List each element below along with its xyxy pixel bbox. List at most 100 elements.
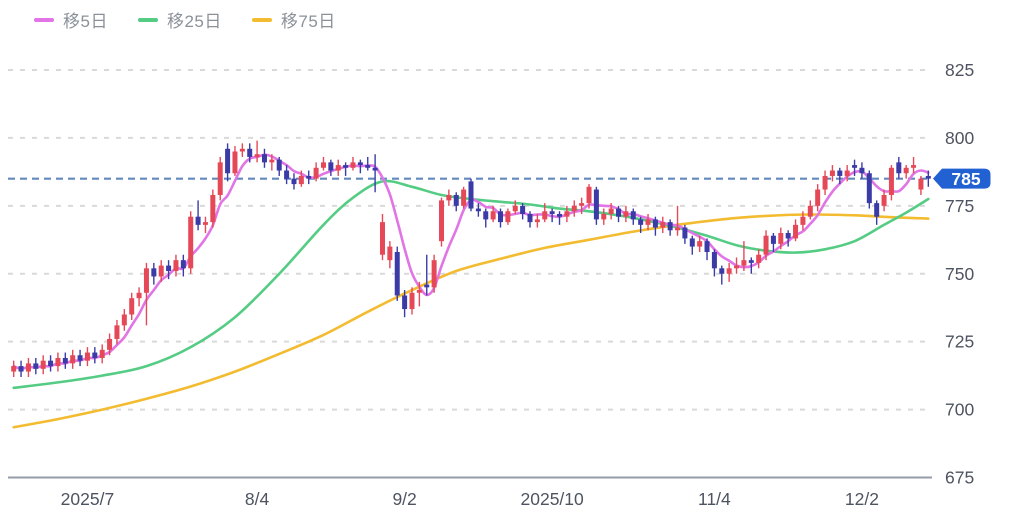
candle-day-57[interactable] bbox=[431, 254, 437, 293]
candle-day-96[interactable] bbox=[719, 265, 725, 285]
candle-day-100[interactable] bbox=[748, 257, 754, 274]
candle-day-89[interactable] bbox=[667, 219, 673, 236]
candle-day-22[interactable] bbox=[173, 254, 179, 277]
candle-day-42[interactable] bbox=[320, 156, 326, 171]
candle-day-86[interactable] bbox=[645, 213, 651, 231]
candle-day-51[interactable] bbox=[387, 241, 393, 269]
candle-day-33[interactable] bbox=[254, 140, 260, 163]
legend-item-ma5[interactable]: 移5日 bbox=[34, 7, 108, 32]
legend-item-ma75[interactable]: 移75日 bbox=[251, 7, 336, 32]
candle-day-124[interactable] bbox=[925, 170, 931, 187]
candle-day-97[interactable] bbox=[726, 262, 732, 282]
candle-day-117[interactable] bbox=[874, 200, 880, 225]
candle-day-79[interactable] bbox=[593, 186, 599, 225]
candle-day-94[interactable] bbox=[704, 238, 710, 261]
candle-day-87[interactable] bbox=[652, 216, 658, 236]
candle-day-36[interactable] bbox=[276, 156, 282, 176]
candle-day-20[interactable] bbox=[158, 260, 164, 282]
candle-day-98[interactable] bbox=[734, 257, 740, 274]
candle-day-112[interactable] bbox=[837, 167, 843, 185]
candle-day-5[interactable] bbox=[48, 355, 54, 372]
candle-day-47[interactable] bbox=[357, 159, 363, 174]
candle-day-59[interactable] bbox=[446, 189, 452, 206]
candle-day-10[interactable] bbox=[84, 347, 90, 367]
candle-day-90[interactable] bbox=[675, 205, 681, 236]
candle-day-53[interactable] bbox=[402, 290, 408, 318]
candle-day-9[interactable] bbox=[77, 349, 83, 367]
candle-day-11[interactable] bbox=[92, 347, 98, 364]
candle-day-18[interactable] bbox=[143, 262, 149, 326]
candle-day-26[interactable] bbox=[202, 216, 208, 233]
candle-day-120[interactable] bbox=[896, 156, 902, 179]
candle-day-114[interactable] bbox=[852, 159, 858, 176]
candle-day-48[interactable] bbox=[365, 156, 371, 171]
candle-day-1[interactable] bbox=[18, 360, 24, 377]
candle-day-44[interactable] bbox=[335, 159, 341, 176]
candle-day-4[interactable] bbox=[40, 355, 46, 375]
candle-day-109[interactable] bbox=[815, 184, 821, 212]
candle-day-0[interactable] bbox=[11, 360, 17, 377]
candle-day-62[interactable] bbox=[468, 178, 474, 212]
candle-day-37[interactable] bbox=[284, 165, 290, 185]
candle-day-43[interactable] bbox=[328, 159, 334, 176]
candle-day-32[interactable] bbox=[247, 143, 253, 163]
candle-day-75[interactable] bbox=[564, 205, 570, 223]
candle-day-40[interactable] bbox=[306, 170, 312, 185]
candle-day-31[interactable] bbox=[239, 143, 245, 157]
candle-day-24[interactable] bbox=[188, 211, 194, 274]
candle-day-13[interactable] bbox=[107, 333, 113, 356]
candle-day-72[interactable] bbox=[542, 203, 548, 223]
candle-day-85[interactable] bbox=[638, 216, 644, 233]
candle-day-107[interactable] bbox=[800, 211, 806, 231]
candle-day-50[interactable] bbox=[379, 213, 385, 261]
candle-day-49[interactable] bbox=[372, 154, 378, 193]
candle-day-78[interactable] bbox=[586, 184, 592, 209]
candle-day-81[interactable] bbox=[608, 203, 614, 220]
candle-day-54[interactable] bbox=[409, 287, 415, 315]
candle-day-30[interactable] bbox=[232, 146, 238, 176]
candle-day-55[interactable] bbox=[416, 281, 422, 307]
candle-day-56[interactable] bbox=[424, 254, 430, 296]
candle-day-29[interactable] bbox=[225, 143, 231, 182]
candle-day-104[interactable] bbox=[778, 227, 784, 250]
candle-day-25[interactable] bbox=[195, 200, 201, 231]
candle-day-8[interactable] bbox=[70, 349, 76, 369]
candle-day-88[interactable] bbox=[660, 216, 666, 233]
candle-day-52[interactable] bbox=[394, 246, 400, 301]
candle-day-119[interactable] bbox=[888, 165, 894, 201]
candle-day-113[interactable] bbox=[844, 165, 850, 182]
candle-day-105[interactable] bbox=[785, 230, 791, 247]
candle-day-116[interactable] bbox=[866, 170, 872, 209]
candle-day-106[interactable] bbox=[793, 219, 799, 242]
candle-day-69[interactable] bbox=[520, 203, 526, 220]
candle-day-118[interactable] bbox=[881, 189, 887, 212]
candle-day-76[interactable] bbox=[571, 200, 577, 217]
candle-day-34[interactable] bbox=[261, 148, 267, 168]
candle-day-77[interactable] bbox=[579, 197, 585, 214]
candle-day-6[interactable] bbox=[55, 352, 61, 372]
candle-day-91[interactable] bbox=[682, 224, 688, 244]
candle-day-45[interactable] bbox=[343, 162, 349, 176]
candle-day-108[interactable] bbox=[807, 200, 813, 220]
candle-day-14[interactable] bbox=[114, 319, 120, 345]
candle-day-39[interactable] bbox=[298, 170, 304, 187]
candle-day-21[interactable] bbox=[166, 260, 172, 280]
candle-day-103[interactable] bbox=[770, 233, 776, 253]
candle-day-64[interactable] bbox=[483, 208, 489, 228]
candle-day-41[interactable] bbox=[313, 162, 319, 182]
candle-day-7[interactable] bbox=[62, 352, 68, 369]
candle-day-35[interactable] bbox=[269, 154, 275, 171]
candle-day-82[interactable] bbox=[616, 205, 622, 223]
candle-day-101[interactable] bbox=[756, 249, 762, 269]
candle-day-102[interactable] bbox=[763, 230, 769, 261]
candle-day-3[interactable] bbox=[33, 357, 39, 375]
candle-day-74[interactable] bbox=[557, 211, 563, 225]
candle-day-121[interactable] bbox=[903, 165, 909, 179]
candle-day-123[interactable] bbox=[918, 175, 924, 195]
candle-day-12[interactable] bbox=[99, 344, 105, 364]
legend-item-ma25[interactable]: 移25日 bbox=[137, 7, 222, 32]
candle-day-60[interactable] bbox=[453, 192, 459, 212]
candle-day-19[interactable] bbox=[151, 262, 157, 285]
candle-day-67[interactable] bbox=[505, 208, 511, 225]
